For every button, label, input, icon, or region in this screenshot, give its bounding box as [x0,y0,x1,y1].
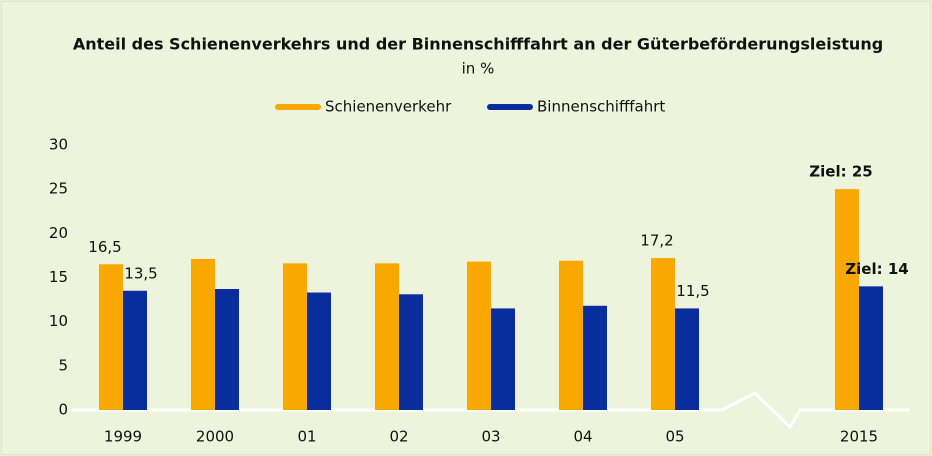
bar [123,290,147,410]
y-tick-label: 0 [58,401,68,419]
chart-subtitle: in % [462,60,495,78]
bar [859,286,883,410]
x-tick-label: 01 [297,428,316,446]
bar [835,189,859,410]
bar [559,260,583,410]
bar [375,263,399,410]
data-label: 16,5 [88,238,121,256]
x-tick-label: 2000 [196,428,234,446]
bar [399,294,423,410]
legend-label: Binnenschifffahrt [537,98,665,116]
data-label: 11,5 [676,282,709,300]
data-label: 13,5 [124,264,157,282]
y-tick-label: 30 [49,136,68,154]
legend-label: Schienenverkehr [325,98,452,116]
bar [675,308,699,410]
y-tick-label: 5 [58,356,68,374]
chart-title: Anteil des Schienenverkehrs und der Binn… [73,35,883,54]
bar [583,305,607,410]
x-tick-label: 02 [389,428,408,446]
bar [467,261,491,410]
x-tick-label: 04 [573,428,592,446]
y-tick-label: 20 [49,224,68,242]
x-tick-label: 05 [665,428,684,446]
bar [651,258,675,410]
bar [307,292,331,410]
bar [215,288,239,410]
x-tick-label: 03 [481,428,500,446]
bar [99,264,123,410]
y-tick-label: 10 [49,312,68,330]
data-label: 17,2 [640,232,673,250]
bar [283,263,307,410]
bar [491,308,515,410]
y-tick-label: 15 [49,268,68,286]
bar [191,258,215,410]
data-label: Ziel: 25 [809,163,872,181]
x-tick-label: 1999 [104,428,142,446]
x-tick-label: 2015 [840,428,878,446]
y-tick-label: 25 [49,180,68,198]
data-label: Ziel: 14 [845,260,908,278]
